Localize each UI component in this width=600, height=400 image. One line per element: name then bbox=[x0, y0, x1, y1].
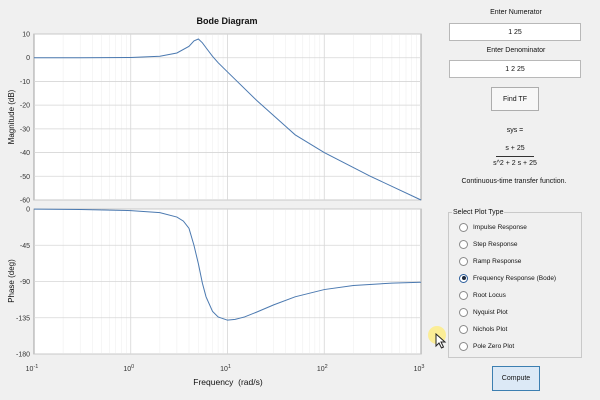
radio-label: Frequency Response (Bode) bbox=[473, 274, 557, 282]
tf-note: Continuous-time transfer function. bbox=[461, 178, 567, 185]
mouse-pointer-icon bbox=[435, 333, 447, 349]
x-tick-label: 10-1 bbox=[26, 364, 39, 373]
compute-button[interactable]: Compute bbox=[492, 366, 540, 391]
radio-button-icon[interactable] bbox=[459, 222, 468, 232]
y-tick-label: 0 bbox=[26, 207, 30, 214]
y-tick-label: -20 bbox=[20, 103, 30, 110]
y-tick-label: 0 bbox=[26, 55, 30, 62]
control-panel: Enter Numerator Enter Denominator Find T… bbox=[440, 0, 600, 400]
numerator-label: Enter Numerator bbox=[490, 9, 542, 16]
x-tick-label: 100 bbox=[123, 364, 134, 373]
find-tf-button[interactable]: Find TF bbox=[491, 87, 539, 111]
radio-nyquist-plot[interactable]: Nyquist Plot bbox=[459, 306, 508, 318]
radio-button-icon[interactable] bbox=[459, 290, 468, 300]
radio-pole-zero-plot[interactable]: Pole Zero Plot bbox=[459, 340, 514, 352]
x-tick-label: 103 bbox=[414, 364, 425, 373]
y-tick-label: -10 bbox=[20, 79, 30, 86]
radio-label: Ramp Response bbox=[473, 257, 522, 265]
radio-root-locus[interactable]: Root Locus bbox=[459, 289, 506, 301]
radio-label: Nichols Plot bbox=[473, 325, 508, 333]
y-tick-label: -60 bbox=[20, 198, 30, 205]
radio-button-icon[interactable] bbox=[459, 256, 468, 266]
y-tick-label: 10 bbox=[22, 32, 30, 39]
radio-label: Step Response bbox=[473, 240, 518, 248]
y-tick-label: -40 bbox=[20, 150, 30, 157]
phase-series-line bbox=[33, 208, 422, 321]
magnitude-ticks: 10 0 -10 -20 -30 -40 -50 -60 bbox=[20, 32, 30, 205]
radio-button-icon[interactable] bbox=[459, 307, 468, 317]
radio-impulse-response[interactable]: Impulse Response bbox=[459, 221, 527, 233]
y-tick-label: -180 bbox=[16, 352, 30, 359]
phase-ticks: 0 -45 -90 -135 -180 bbox=[16, 207, 30, 359]
plot-type-group: Select Plot Type Impulse Response Step R… bbox=[448, 208, 582, 358]
tf-sys-label: sys = bbox=[506, 127, 524, 134]
magnitude-grid bbox=[34, 33, 421, 201]
radio-label: Nyquist Plot bbox=[473, 308, 508, 316]
radio-button-selected-icon[interactable] bbox=[459, 273, 468, 283]
x-tick-label: 101 bbox=[220, 364, 231, 373]
radio-label: Root Locus bbox=[473, 291, 506, 299]
radio-label: Pole Zero Plot bbox=[473, 342, 515, 350]
radio-frequency-response[interactable]: Frequency Response (Bode) bbox=[459, 272, 556, 284]
phase-grid bbox=[34, 208, 421, 355]
tf-numerator: s + 25 bbox=[505, 145, 525, 152]
y-tick-label: -50 bbox=[20, 174, 30, 181]
radio-button-icon[interactable] bbox=[459, 239, 468, 249]
denominator-input[interactable] bbox=[449, 60, 581, 78]
radio-nichols-plot[interactable]: Nichols Plot bbox=[459, 323, 507, 335]
radio-label: Impulse Response bbox=[473, 223, 527, 231]
y-tick-label: -90 bbox=[20, 279, 30, 286]
tf-denominator: s^2 + 2 s + 25 bbox=[493, 160, 537, 167]
radio-step-response[interactable]: Step Response bbox=[459, 238, 517, 250]
denominator-label: Enter Denominator bbox=[486, 47, 546, 54]
magnitude-series-line bbox=[34, 38, 422, 201]
y-tick-label: -135 bbox=[16, 315, 30, 322]
radio-button-icon[interactable] bbox=[459, 324, 468, 334]
bode-plot: Bode Diagram 100-10-20-30-40-50-60 Magni… bbox=[7, 16, 425, 387]
plot-type-title: Select Plot Type bbox=[452, 208, 505, 217]
radio-button-icon[interactable] bbox=[459, 341, 468, 351]
y-tick-label: -45 bbox=[20, 243, 30, 250]
frequency-ticks: 10-1 100 101 102 103 bbox=[26, 364, 425, 373]
y-tick-label: -30 bbox=[20, 126, 30, 133]
x-tick-label: 102 bbox=[317, 364, 328, 373]
numerator-input[interactable] bbox=[449, 23, 581, 41]
radio-ramp-response[interactable]: Ramp Response bbox=[459, 255, 521, 267]
plot-title: Bode Diagram bbox=[196, 16, 257, 26]
tf-fraction-bar bbox=[496, 156, 534, 157]
magnitude-ylabel: Magnitude (dB) bbox=[7, 89, 16, 144]
frequency-xlabel: Frequency (rad/s) bbox=[193, 377, 263, 387]
phase-ylabel: Phase (deg) bbox=[7, 259, 16, 303]
